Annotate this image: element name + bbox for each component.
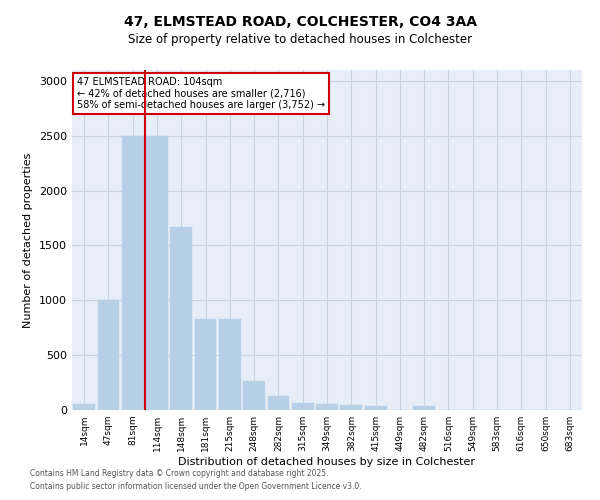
- Bar: [340, 405, 362, 410]
- Bar: [268, 396, 289, 410]
- Bar: [365, 406, 386, 410]
- Bar: [243, 381, 265, 410]
- Text: Size of property relative to detached houses in Colchester: Size of property relative to detached ho…: [128, 32, 472, 46]
- Bar: [316, 404, 338, 410]
- Bar: [97, 300, 119, 410]
- Text: 47, ELMSTEAD ROAD, COLCHESTER, CO4 3AA: 47, ELMSTEAD ROAD, COLCHESTER, CO4 3AA: [124, 15, 476, 29]
- X-axis label: Distribution of detached houses by size in Colchester: Distribution of detached houses by size …: [179, 457, 476, 467]
- Bar: [122, 136, 143, 410]
- Text: Contains public sector information licensed under the Open Government Licence v3: Contains public sector information licen…: [30, 482, 362, 491]
- Bar: [219, 319, 241, 410]
- Bar: [292, 404, 314, 410]
- Text: Contains HM Land Registry data © Crown copyright and database right 2025.: Contains HM Land Registry data © Crown c…: [30, 468, 329, 477]
- Bar: [146, 136, 168, 410]
- Bar: [170, 227, 192, 410]
- Bar: [413, 406, 435, 410]
- Text: 47 ELMSTEAD ROAD: 104sqm
← 42% of detached houses are smaller (2,716)
58% of sem: 47 ELMSTEAD ROAD: 104sqm ← 42% of detach…: [77, 77, 325, 110]
- Y-axis label: Number of detached properties: Number of detached properties: [23, 152, 34, 328]
- Bar: [73, 404, 95, 410]
- Bar: [194, 319, 217, 410]
